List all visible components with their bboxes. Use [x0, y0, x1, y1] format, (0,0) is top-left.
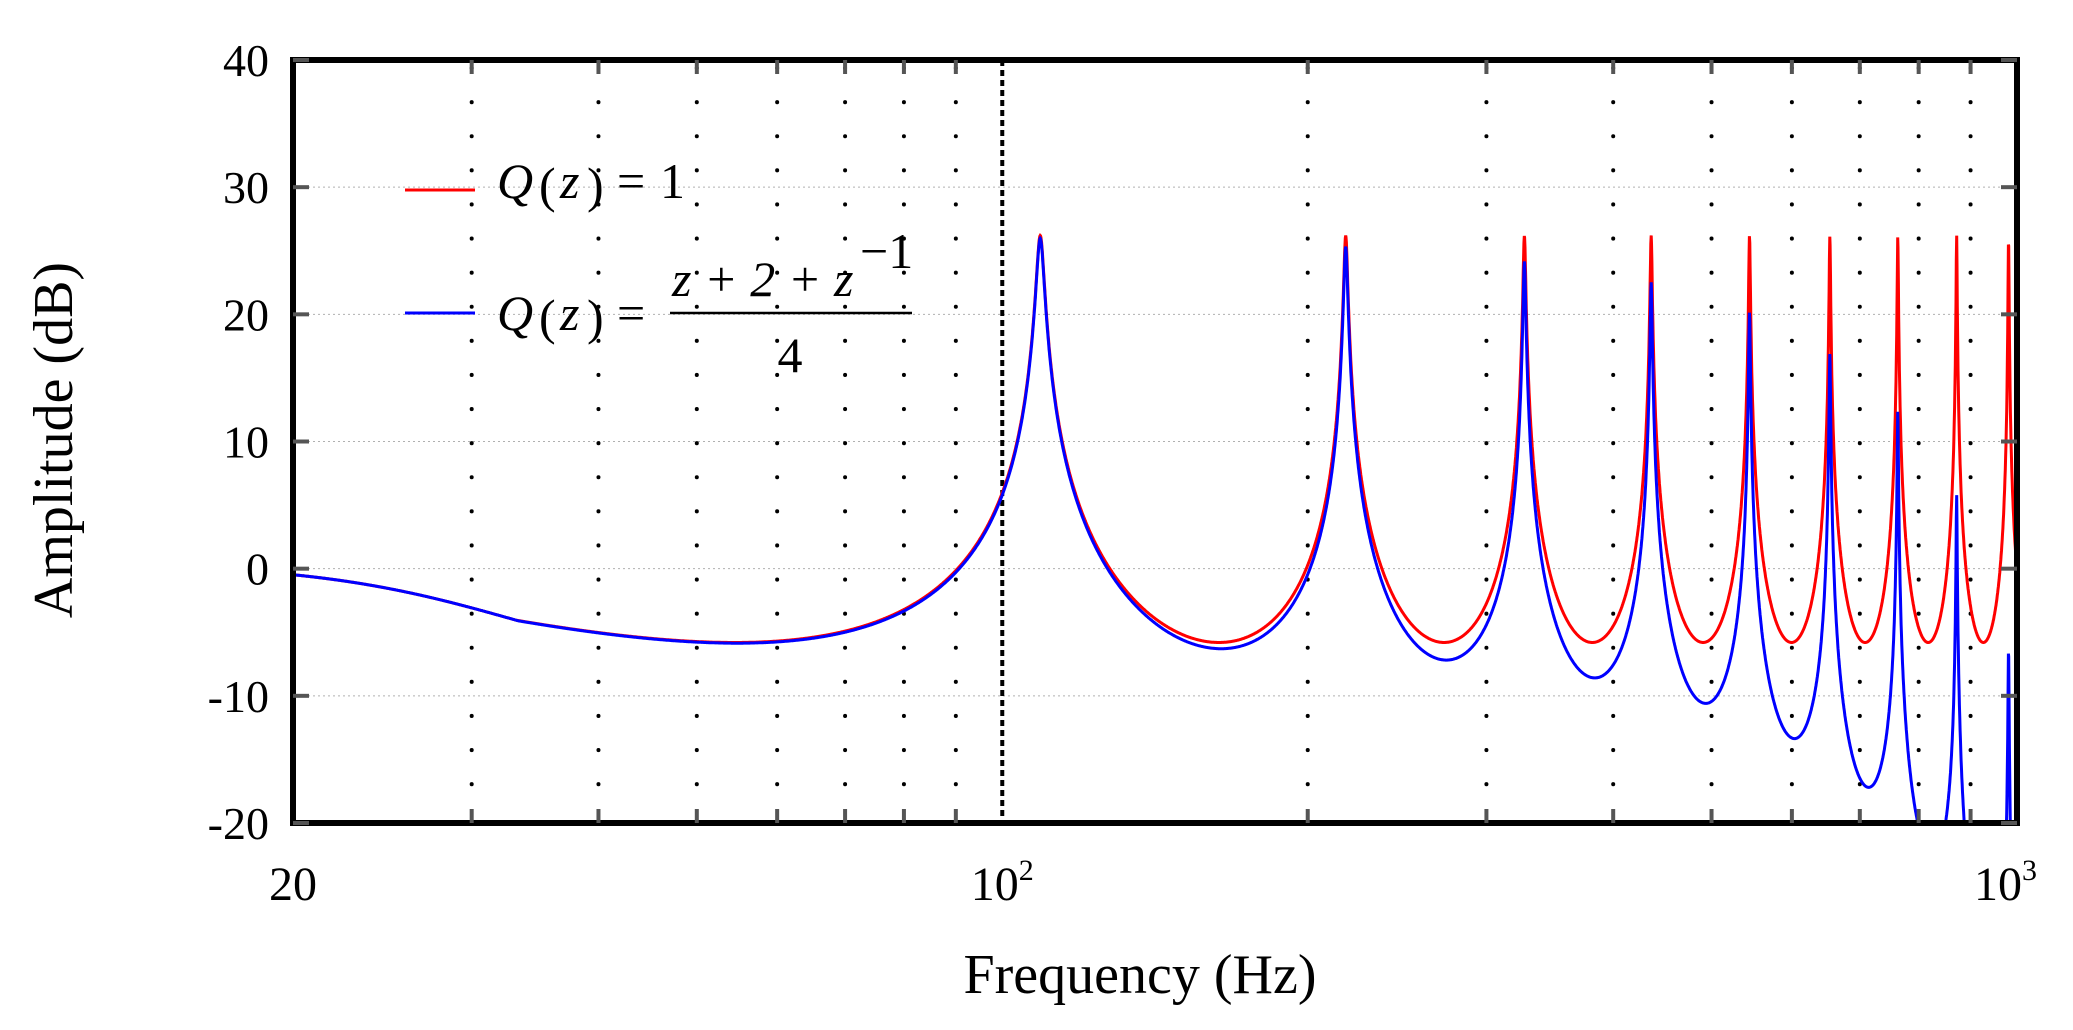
y-tick-label: 30: [223, 162, 269, 213]
x-tick-exponent: 3: [2022, 854, 2037, 887]
legend-2-numerator: z + 2 + z: [671, 251, 853, 307]
y-tick-label: 0: [246, 544, 269, 595]
x-tick-label: 102: [971, 854, 1034, 911]
y-axis-title: Amplitude (dB): [23, 262, 85, 618]
legend-2-denominator: 4: [778, 327, 803, 383]
y-tick-label: -10: [208, 671, 269, 722]
x-tick-label: 20: [269, 858, 317, 911]
x-tick-label: 103: [1974, 854, 2037, 911]
x-axis-title: Frequency (Hz): [964, 944, 1317, 1006]
legend-2-paren-open: (: [539, 289, 556, 345]
series-line-2: [293, 235, 2012, 823]
series-lines: [293, 233, 2017, 823]
legend-1-lhs: Q: [497, 153, 533, 209]
grid-lines: [293, 60, 2017, 823]
legend-label-series-1: Q ( z ) = 1: [497, 153, 685, 213]
legend-2-lhs: Q: [497, 285, 533, 341]
y-tick-label: 40: [223, 35, 269, 86]
legend-2-paren-close: ): [587, 289, 604, 345]
legend-1-paren-close: ): [587, 157, 604, 213]
legend-1-equals: =: [617, 153, 645, 209]
y-tick-label: 10: [223, 417, 269, 468]
legend-1-rhs: 1: [660, 153, 685, 209]
y-tick-label: -20: [208, 798, 269, 849]
legend-1-paren-open: (: [539, 157, 556, 213]
legend-2-equals: =: [617, 285, 645, 341]
legend-label-series-2: Q ( z ) = z + 2 + z −1 4: [497, 223, 913, 383]
y-tick-label: 20: [223, 289, 269, 340]
x-tick-base: 10: [971, 858, 1019, 911]
legend-2-arg: z: [559, 285, 579, 341]
legend: Q ( z ) = 1 Q ( z ) = z + 2 + z −1 4: [405, 153, 913, 383]
legend-1-arg: z: [559, 153, 579, 209]
legend-2-numerator-exp: −1: [860, 223, 913, 279]
x-tick-base: 10: [1974, 858, 2022, 911]
x-tick-base: 20: [269, 858, 317, 911]
x-tick-exponent: 2: [1019, 854, 1034, 887]
